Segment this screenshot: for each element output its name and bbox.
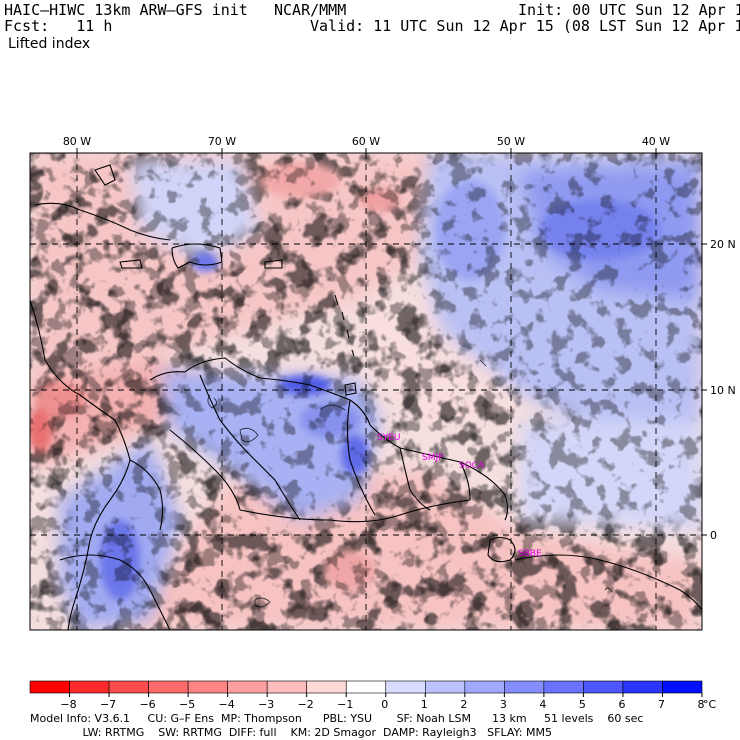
lat-label: 20 N — [710, 238, 736, 251]
station-label: SBBE — [518, 549, 542, 559]
station-label: SYEU — [377, 433, 400, 443]
colorbar-swatch — [69, 680, 110, 694]
colorbar-swatch — [266, 680, 308, 694]
colorbar-swatch — [227, 680, 268, 694]
model-title: HAIC–HIWC 13km ARW–GFS init — [4, 1, 248, 19]
colorbar-swatch — [464, 680, 505, 694]
colorbar-swatch — [543, 680, 584, 694]
colorbar-swatch — [424, 680, 466, 694]
colorbar-label: −4 — [219, 698, 235, 711]
colorbar-label: −1 — [337, 698, 353, 711]
lon-label: 70 W — [208, 135, 236, 148]
station-label: SOCA — [459, 461, 485, 471]
lat-label: 10 N — [710, 384, 736, 397]
colorbar-label: −6 — [139, 698, 155, 711]
colorbar-label: 1 — [421, 698, 428, 711]
colorbar-label: 8 — [698, 698, 705, 711]
init-time: Init: 00 UTC Sun 12 Apr 15 — [518, 1, 740, 19]
colorbar-label: 2 — [460, 698, 467, 711]
colorbar-label: 6 — [618, 698, 625, 711]
colorbar-label: 3 — [500, 698, 507, 711]
lon-label: 40 W — [642, 135, 670, 148]
colorbar-swatch — [306, 680, 347, 694]
forecast-hour: Fcst: 11 h — [4, 17, 113, 35]
colorbar-label: −3 — [258, 698, 274, 711]
colorbar-label: −2 — [298, 698, 314, 711]
colorbar-swatch — [622, 680, 663, 694]
colorbar-swatch — [345, 680, 387, 694]
colorbar-label: 5 — [579, 698, 586, 711]
model-info-line1: Model Info: V3.6.1 CU: G–F Ens MP: Thomp… — [30, 712, 644, 725]
colorbar-label: −5 — [179, 698, 195, 711]
colorbar-label: 7 — [658, 698, 665, 711]
lon-label: 50 W — [497, 135, 525, 148]
valid-time: Valid: 11 UTC Sun 12 Apr 15 (08 LST Sun … — [310, 17, 740, 35]
lat-label: 0 — [710, 529, 717, 542]
colorbar-label: 4 — [539, 698, 546, 711]
colorbar-unit: °C — [703, 698, 717, 711]
colorbar-label: −8 — [60, 698, 76, 711]
lat-lon-grid — [30, 153, 702, 630]
colorbar-label: −7 — [100, 698, 116, 711]
field-name: Lifted index — [8, 36, 91, 52]
colorbar-swatch — [583, 680, 624, 694]
colorbar-swatch — [187, 680, 228, 694]
colorbar-swatch — [148, 680, 189, 694]
model-info-line2: LW: RRTMG SW: RRTMG DIFF: full KM: 2D Sm… — [30, 726, 552, 739]
colorbar-label: 0 — [381, 698, 388, 711]
lon-label: 60 W — [352, 135, 380, 148]
field-shading — [30, 153, 702, 630]
lon-label: 80 W — [63, 135, 91, 148]
center-label: NCAR/MMM — [274, 1, 347, 19]
colorbar-swatch — [108, 680, 149, 694]
coastlines — [30, 164, 702, 630]
colorbar-swatch — [385, 680, 426, 694]
colorbar-swatch — [29, 680, 70, 694]
colorbar-swatch — [662, 680, 703, 694]
colorbar-swatch — [504, 680, 545, 694]
station-label: SMJP — [422, 453, 444, 463]
colorbar: −8 −7 −6 −5 −4 −3 −2 −1 0 1 2 3 4 5 6 7 8°C — [29, 680, 717, 711]
